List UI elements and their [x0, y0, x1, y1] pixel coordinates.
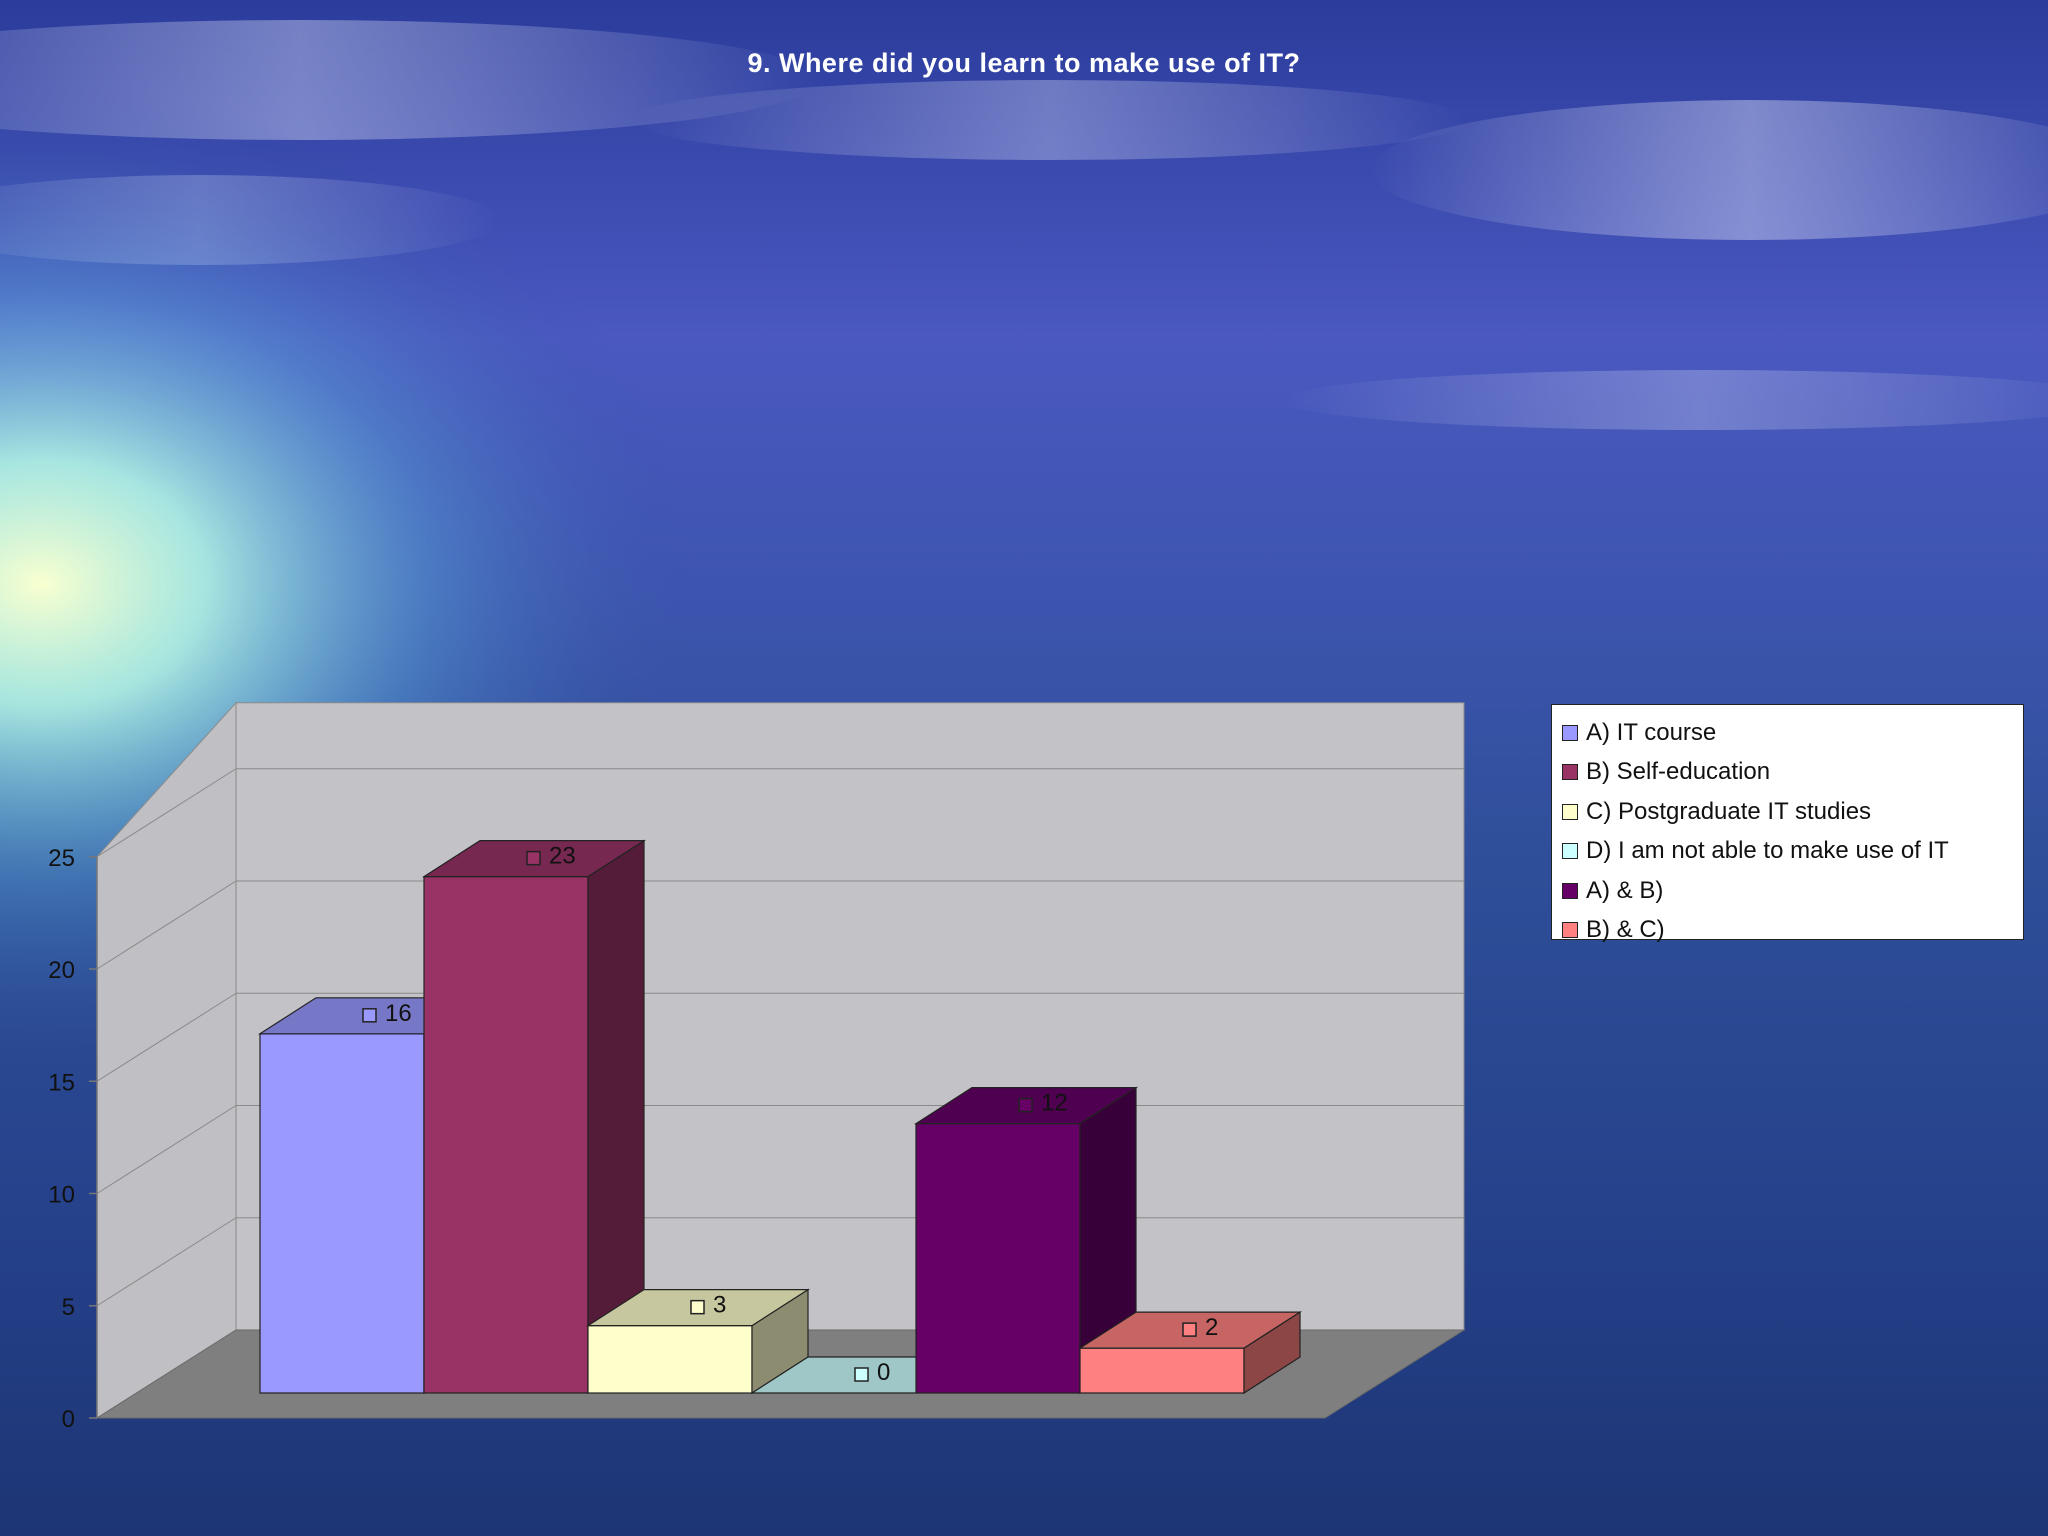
- data-label-marker: [1018, 1097, 1033, 1113]
- legend-label: A) IT course: [1586, 718, 1717, 746]
- legend-label: B) & C): [1586, 916, 1665, 944]
- bar-front: [1079, 1347, 1245, 1394]
- gridline-side: [96, 880, 237, 970]
- gridline-side: [96, 1217, 237, 1307]
- y-tick-label: 25: [48, 845, 75, 872]
- legend-item: B) & C): [1562, 911, 2023, 951]
- legend-item: C) Postgraduate IT studies: [1562, 792, 2023, 832]
- data-label: 23: [549, 843, 576, 870]
- legend-label: D) I am not able to make use of IT: [1586, 837, 1949, 865]
- legend-item: B) Self-education: [1562, 753, 2023, 793]
- data-label: 16: [385, 1000, 412, 1027]
- legend-label: B) Self-education: [1586, 758, 1771, 786]
- bar-front: [915, 1122, 1081, 1394]
- bar-front: [423, 876, 589, 1394]
- bar-front: [259, 1033, 425, 1394]
- bars: [257, 839, 1303, 1395]
- y-tick-label: 20: [48, 957, 75, 984]
- legend-item: D) I am not able to make use of IT: [1562, 832, 2023, 872]
- legend: A) IT course B) Self-education C) Postgr…: [1551, 704, 2024, 943]
- bar-front: [587, 1325, 753, 1394]
- side-wall: [96, 701, 237, 1419]
- y-tick-label: 0: [62, 1406, 75, 1433]
- data-label-marker: [1182, 1322, 1197, 1337]
- y-axis: 0 5 10 15 20 25: [48, 845, 98, 1433]
- data-label-marker: [690, 1299, 705, 1315]
- data-label: 2: [1205, 1314, 1218, 1341]
- gridline-side: [96, 1105, 237, 1194]
- legend-swatch: [1562, 882, 1578, 899]
- gridline-side: [96, 992, 237, 1082]
- data-label: 0: [877, 1359, 890, 1386]
- legend-label: A) & B): [1586, 876, 1664, 904]
- y-tick-label: 15: [48, 1069, 75, 1096]
- y-tick-label: 10: [48, 1182, 75, 1209]
- data-label-marker: [854, 1367, 869, 1382]
- legend-swatch: [1562, 843, 1578, 860]
- legend-swatch: [1562, 724, 1578, 741]
- data-label-marker: [362, 1008, 377, 1023]
- bar-1: [421, 839, 647, 1395]
- data-label: 12: [1041, 1090, 1068, 1117]
- legend-swatch: [1562, 922, 1578, 939]
- gridline-side: [96, 768, 237, 858]
- legend-swatch: [1562, 764, 1578, 781]
- data-label-marker: [526, 850, 541, 866]
- y-tick-label: 5: [62, 1294, 75, 1321]
- legend-label: C) Postgraduate IT studies: [1586, 797, 1872, 825]
- legend-item: A) IT course: [1562, 713, 2023, 753]
- bar-4: [913, 1086, 1139, 1395]
- legend-swatch: [1562, 803, 1578, 820]
- data-label: 3: [713, 1292, 726, 1319]
- legend-item: A) & B): [1562, 871, 2023, 911]
- chart-title: 9. Where did you learn to make use of IT…: [747, 48, 1301, 78]
